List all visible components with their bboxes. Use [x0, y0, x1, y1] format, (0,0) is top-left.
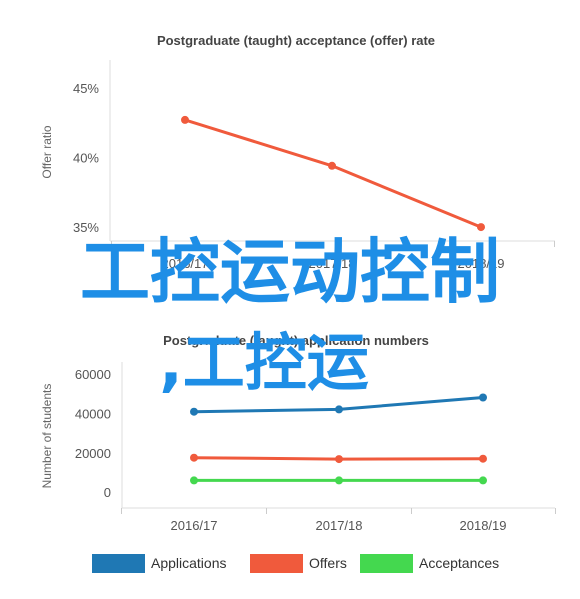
- x-tick-label: 2016/17: [171, 518, 218, 533]
- data-point: [477, 223, 485, 232]
- x-tick-label: 2017/18: [309, 256, 356, 271]
- chart1-y-axis-label: Offer ratio: [40, 125, 54, 178]
- application-numbers-chart: Postgraduate (taught) application number…: [40, 333, 556, 573]
- data-point: [479, 476, 487, 485]
- legend-swatch[interactable]: [92, 554, 145, 573]
- series-line: [184, 118, 482, 229]
- x-tick-label: 2018/19: [460, 518, 507, 533]
- data-point: [190, 476, 198, 485]
- chart2-legend: Applications Offers Acceptances: [92, 554, 499, 573]
- data-point: [335, 405, 343, 414]
- watermark-line-2: ,工控运: [159, 326, 369, 399]
- y-tick-label: 20000: [75, 446, 111, 461]
- data-point: [190, 407, 198, 416]
- data-point: [479, 393, 487, 402]
- legend-swatch[interactable]: [360, 554, 413, 573]
- chart2-y-axis-label: Number of students: [40, 384, 54, 489]
- watermark-overlay: 工控运动控制 ,工控运: [80, 231, 500, 399]
- chart2-x-ticks: 2016/17 2017/18 2018/19: [121, 508, 556, 533]
- chart1-title: Postgraduate (taught) acceptance (offer)…: [157, 33, 435, 48]
- data-point: [335, 455, 343, 464]
- legend-label[interactable]: Offers: [309, 555, 347, 571]
- y-tick-label: 0: [104, 485, 111, 500]
- y-tick-label: 40000: [75, 406, 111, 421]
- chart1-x-ticks: 2016/17 2017/18 2018/19: [111, 241, 555, 271]
- chart1-series: [181, 115, 485, 232]
- data-point: [479, 454, 487, 463]
- data-point: [335, 476, 343, 485]
- chart1-y-ticks: 35% 40% 45%: [73, 81, 99, 235]
- data-point: [328, 161, 336, 170]
- legend-swatch[interactable]: [250, 554, 303, 573]
- chart2-y-ticks: 0 20000 40000 60000: [75, 367, 111, 500]
- legend-label[interactable]: Acceptances: [419, 555, 499, 571]
- x-tick-label: 2018/19: [458, 256, 505, 271]
- chart2-series: [190, 393, 487, 485]
- x-tick-label: 2016/17: [162, 256, 209, 271]
- x-tick-label: 2017/18: [316, 518, 363, 533]
- data-point: [190, 453, 198, 462]
- watermark-line-1: 工控运动控制: [80, 231, 500, 313]
- y-tick-label: 45%: [73, 81, 99, 96]
- y-tick-label: 40%: [73, 150, 99, 165]
- legend-label[interactable]: Applications: [151, 555, 227, 571]
- y-tick-label: 60000: [75, 367, 111, 382]
- chart2-title: Postgraduate (taught) application number…: [163, 333, 429, 348]
- offer-rate-chart: Postgraduate (taught) acceptance (offer)…: [40, 33, 555, 271]
- y-tick-label: 35%: [73, 220, 99, 235]
- data-point: [181, 115, 189, 124]
